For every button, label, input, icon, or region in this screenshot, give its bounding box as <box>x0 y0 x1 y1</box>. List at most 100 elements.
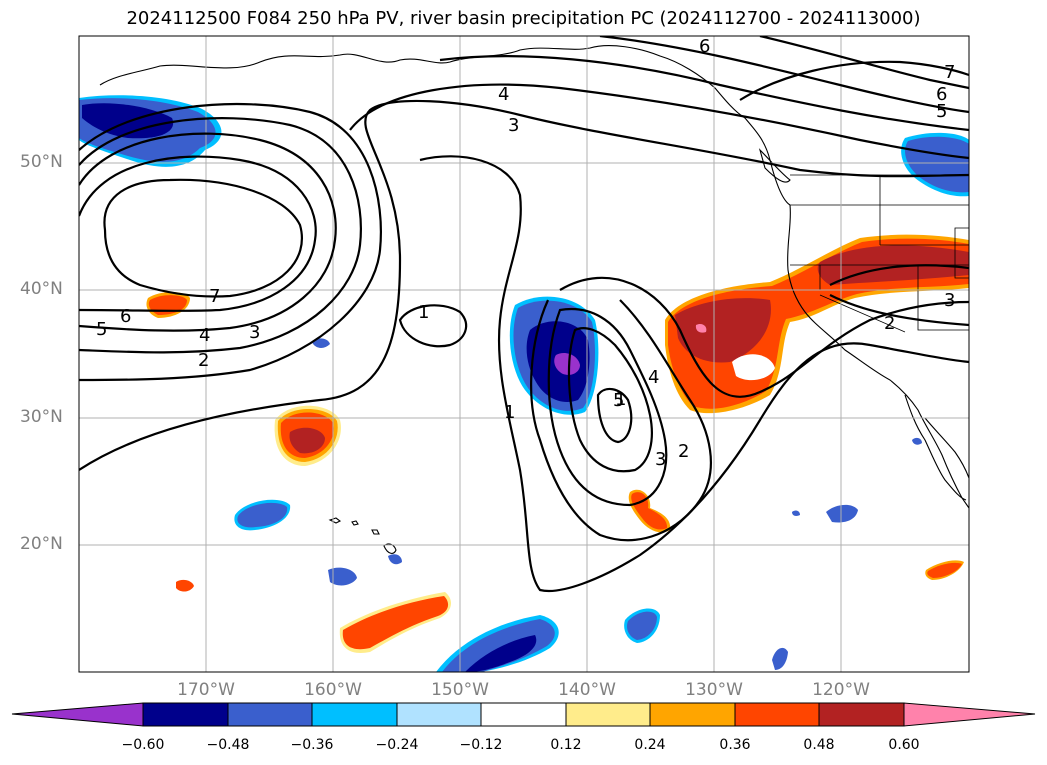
contour-label: 5 <box>613 390 624 411</box>
precip-negative-region <box>772 647 788 670</box>
precip-positive-region <box>342 596 449 650</box>
lon-label: 130°W <box>685 680 743 700</box>
map-frame <box>78 35 970 673</box>
contour-label: 5 <box>96 319 107 340</box>
precip-negative-region <box>465 635 537 672</box>
pv-contour <box>559 276 969 398</box>
lon-label: 170°W <box>177 680 235 700</box>
colorbar-segment <box>396 702 482 727</box>
colorbar-segment <box>818 702 905 727</box>
lon-label: 150°W <box>431 680 489 700</box>
colorbar-tick-label: −0.60 <box>121 737 165 753</box>
precip-negative-region <box>912 437 922 445</box>
pv-contour <box>596 387 633 444</box>
precip-negative-region <box>237 502 288 528</box>
colorbar-segment <box>227 702 313 727</box>
contour-label: 1 <box>418 302 429 323</box>
colorbar-tick-label: 0.24 <box>634 737 666 753</box>
precip-negative-region <box>792 510 800 516</box>
colorbar <box>11 702 1036 727</box>
pv-contour <box>103 178 303 298</box>
precip-negative-region <box>388 554 402 565</box>
colorbar-segment <box>311 702 398 727</box>
precip-positive-region <box>289 427 325 454</box>
contour-label: 1 <box>504 402 515 423</box>
contour-label: 2 <box>884 313 895 334</box>
colorbar-tick-label: 0.12 <box>550 737 582 753</box>
colorbar-tick-label: 0.60 <box>888 737 920 753</box>
pv-contour <box>759 36 969 90</box>
west-coast-coastline <box>787 204 969 509</box>
colorbar-tick-label: 0.36 <box>719 737 751 753</box>
pv-contour <box>79 99 969 471</box>
lat-label: 30°N <box>20 407 63 427</box>
lon-label: 120°W <box>812 680 870 700</box>
chart-title: 2024112500 F084 250 hPa PV, river basin … <box>126 8 921 29</box>
lat-label: 40°N <box>20 279 63 299</box>
colorbar-tick-label: −0.48 <box>206 737 250 753</box>
pv-contour <box>79 102 382 382</box>
precip-negative-region <box>312 338 330 348</box>
colorbar-segment <box>142 702 229 727</box>
pv-contour <box>79 155 317 312</box>
pv-contour <box>547 307 668 507</box>
colorbar-tick-label: 0.48 <box>803 737 835 753</box>
pv-contour <box>530 299 712 542</box>
pv-contour <box>829 294 969 327</box>
contour-label: 3 <box>944 290 955 311</box>
precip-negative-region <box>554 353 580 375</box>
contour-label: 3 <box>655 449 666 470</box>
contour-label: 4 <box>199 325 210 346</box>
precip-positive-region <box>927 562 962 578</box>
colorbar-segment <box>565 702 651 727</box>
mainland-mexico-coastline <box>924 417 969 479</box>
pv-contour <box>739 60 969 101</box>
contour-labels: 6 7 6 5 4 3 1 7 6 5 4 3 2 1 1 5 4 3 2 2 … <box>96 36 955 470</box>
pv-contour <box>398 304 468 348</box>
hawaii-islands <box>328 517 397 554</box>
precip-positive-region <box>176 579 194 592</box>
colorbar-tick-label: −0.24 <box>375 737 419 753</box>
gridlines <box>79 36 969 672</box>
contour-label: 4 <box>498 84 509 105</box>
lat-label: 20°N <box>20 534 63 554</box>
precip-positive-region <box>695 323 707 333</box>
precip-negative-region <box>826 504 858 523</box>
pv-contour <box>567 327 653 473</box>
colorbar-segment <box>480 702 567 727</box>
contour-label: 5 <box>936 101 947 122</box>
contour-label: 3 <box>249 322 260 343</box>
pv-contour <box>829 264 969 286</box>
contour-label: 7 <box>209 286 220 307</box>
colorbar-tick-label: −0.36 <box>290 737 334 753</box>
precip-negative-region <box>627 611 657 640</box>
contour-label: 3 <box>508 115 519 136</box>
contour-label: 6 <box>120 306 131 327</box>
state-boundaries <box>790 175 969 333</box>
colorbar-tick-label: −0.12 <box>459 737 503 753</box>
lat-label: 50°N <box>20 152 63 172</box>
colorbar-segment <box>649 702 736 727</box>
lon-label: 140°W <box>558 680 616 700</box>
precip-positive-region <box>675 298 771 363</box>
colorbar-extend-min <box>11 702 144 727</box>
lon-label: 160°W <box>304 680 362 700</box>
contour-label: 2 <box>678 441 689 462</box>
pv-contour <box>599 36 969 114</box>
contour-label: 6 <box>936 84 947 105</box>
pv-contour <box>79 132 337 332</box>
contour-label: 1 <box>615 389 626 410</box>
colorbar-extend-max <box>903 702 1036 727</box>
pv-contours <box>79 36 969 592</box>
contour-label: 6 <box>699 36 710 57</box>
colorbar-segment <box>734 702 820 727</box>
vancouver-island <box>758 148 791 183</box>
contour-label: 4 <box>648 367 659 388</box>
map-area: 6 7 6 5 4 3 1 7 6 5 4 3 2 1 1 5 4 3 2 2 … <box>79 36 969 672</box>
contour-label: 2 <box>198 350 209 371</box>
contour-label: 7 <box>944 62 955 83</box>
pv-contour <box>79 117 362 354</box>
precip-negative-region <box>442 619 555 672</box>
pv-contour <box>439 55 969 132</box>
